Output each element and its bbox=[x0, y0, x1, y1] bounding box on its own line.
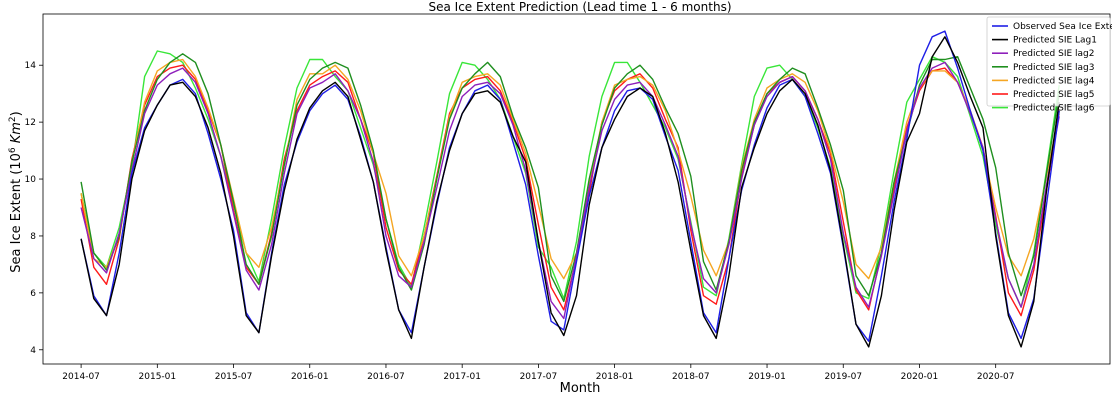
y-axis-label-sup1: 6 bbox=[8, 147, 18, 153]
x-tick-label-9: 2019-01 bbox=[748, 372, 786, 382]
x-axis-label: Month bbox=[560, 381, 601, 396]
x-tick-label-1: 2015-01 bbox=[139, 372, 177, 382]
series-line-2 bbox=[80, 61, 1060, 320]
series-line-3 bbox=[80, 53, 1060, 303]
series-line-1 bbox=[80, 36, 1060, 348]
legend-box bbox=[986, 16, 1111, 107]
x-tick-label-12: 2020-07 bbox=[977, 372, 1015, 382]
legend-label-3: Predicted SIE lag3 bbox=[1013, 63, 1094, 73]
y-axis: 4 6 8 10 12 14 bbox=[25, 61, 43, 356]
x-tick-label-4: 2016-07 bbox=[367, 372, 405, 382]
chart-title: Sea Ice Extent Prediction (Lead time 1 -… bbox=[429, 0, 732, 14]
plot-area bbox=[42, 13, 1111, 365]
x-tick-label-11: 2020-01 bbox=[901, 372, 939, 382]
y-tick-label-1: 6 bbox=[30, 289, 36, 299]
y-axis-label-main: Sea Ice Extent (10 bbox=[9, 153, 24, 273]
legend-label-2: Predicted SIE lag2 bbox=[1013, 49, 1094, 59]
legend-label-5: Predicted SIE lag5 bbox=[1013, 90, 1094, 100]
plot-frame bbox=[42, 13, 1111, 365]
y-axis-label: Sea Ice Extent (106 Km2) bbox=[8, 111, 24, 272]
x-tick-label-8: 2018-07 bbox=[672, 372, 710, 382]
x-tick-label-10: 2019-07 bbox=[824, 372, 862, 382]
y-axis-label-mid: Km bbox=[9, 122, 24, 147]
y-tick-label-4: 12 bbox=[25, 118, 36, 128]
y-tick-label-0: 4 bbox=[30, 346, 36, 356]
y-tick-label-2: 8 bbox=[30, 232, 36, 242]
legend-label-6: Predicted SIE lag6 bbox=[1013, 104, 1095, 114]
legend-label-1: Predicted SIE Lag1 bbox=[1013, 36, 1097, 46]
legend-label-4: Predicted SIE lag4 bbox=[1013, 76, 1095, 86]
x-axis: 2014-07 2015-01 2015-07 2016-01 2016-07 2017-… bbox=[62, 364, 1014, 382]
y-tick-label-5: 14 bbox=[25, 61, 37, 71]
x-tick-label-7: 2018-01 bbox=[596, 372, 634, 382]
x-tick-label-0: 2014-07 bbox=[62, 372, 100, 382]
x-tick-label-5: 2017-01 bbox=[443, 372, 481, 382]
legend-label-0: Observed Sea Ice Extent bbox=[1013, 22, 1112, 32]
x-tick-label-3: 2016-01 bbox=[291, 372, 329, 382]
x-tick-label-6: 2017-07 bbox=[520, 372, 558, 382]
y-axis-label-end: ) bbox=[9, 111, 24, 116]
y-axis-label-sup2: 2 bbox=[8, 116, 18, 122]
x-tick-label-2: 2015-07 bbox=[215, 372, 253, 382]
series-layer bbox=[80, 30, 1060, 348]
legend: Observed Sea Ice Extent Predicted SIE Lag… bbox=[986, 16, 1112, 114]
y-tick-label-3: 10 bbox=[25, 175, 37, 185]
